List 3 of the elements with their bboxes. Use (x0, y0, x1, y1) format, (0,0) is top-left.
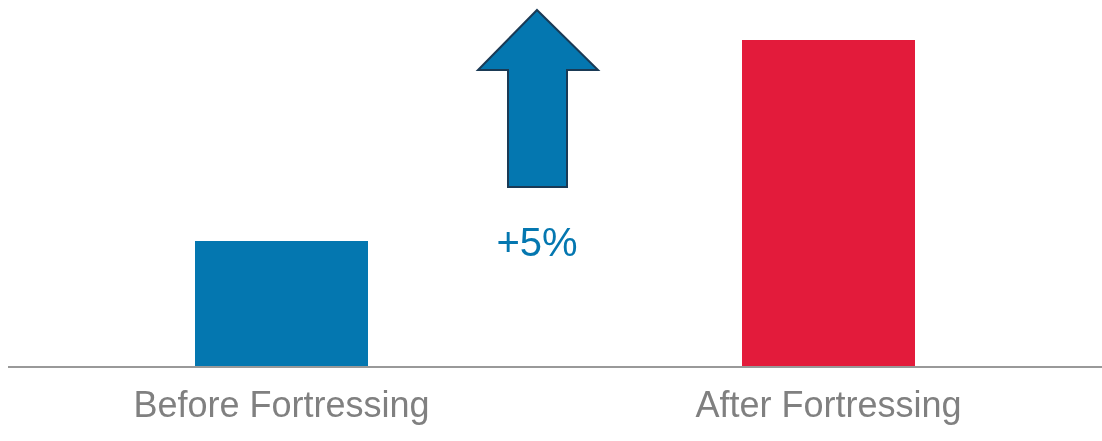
annotation: +5% (496, 220, 578, 264)
x-tick-label: Before Fortressing (133, 383, 430, 425)
x-tick-label: After Fortressing (695, 383, 962, 425)
